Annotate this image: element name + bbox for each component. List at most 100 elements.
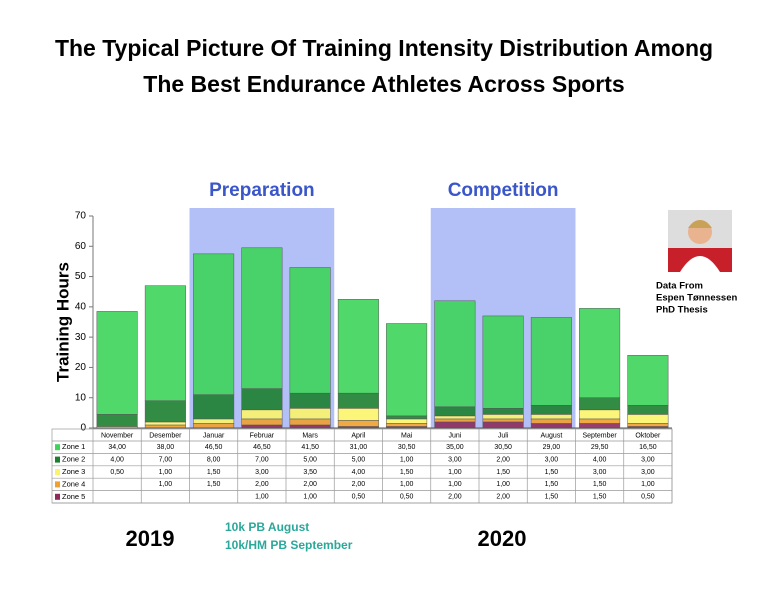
y-tick-label: 10 (75, 392, 87, 403)
bar-segment (337, 299, 379, 394)
table-value: 1,00 (496, 481, 510, 488)
table-value: 3,00 (255, 469, 269, 476)
source-note: Espen Tønnessen (656, 293, 737, 304)
legend-swatch (55, 456, 60, 463)
bar-segment (241, 409, 283, 420)
bar-segment (482, 414, 524, 420)
y-tick-label: 70 (75, 211, 87, 222)
legend-label: Zone 3 (62, 467, 85, 476)
table-value: 30,50 (494, 444, 512, 451)
bar-segment (530, 405, 572, 415)
y-tick-label: 0 (80, 423, 86, 434)
table-value: 1,50 (593, 494, 607, 501)
table-value: 1,50 (496, 469, 510, 476)
x-tick-label: August (540, 432, 562, 439)
period-label: Preparation (209, 180, 315, 201)
table-value: 8,00 (207, 456, 221, 463)
source-note: Data From (656, 281, 703, 292)
bar-segment (96, 311, 138, 415)
bar-segment (289, 392, 331, 409)
table-value: 1,00 (400, 456, 414, 463)
table-value: 29,50 (591, 444, 609, 451)
bar-segment (337, 420, 379, 427)
bar-segment (627, 423, 669, 427)
table-value: 1,00 (159, 469, 173, 476)
annotation: 10k PB August (225, 520, 309, 534)
table-value: 3,00 (545, 456, 559, 463)
table-value: 1,50 (545, 469, 559, 476)
table-value: 1,00 (448, 481, 462, 488)
table-value: 1,50 (400, 469, 414, 476)
y-tick-label: 20 (75, 362, 87, 373)
bar-segment (434, 418, 476, 423)
bar-segment (193, 423, 235, 429)
bar-segment (482, 418, 524, 423)
bar-segment (289, 408, 331, 420)
title: The Typical Picture Of Training Intensit… (54, 35, 714, 97)
x-tick-label: Desember (149, 432, 182, 439)
table-value: 1,50 (207, 481, 221, 488)
table-value: 3,00 (641, 456, 655, 463)
x-tick-label: November (101, 432, 134, 439)
legend-swatch (55, 493, 60, 500)
table-value: 5,00 (352, 456, 366, 463)
table-value: 7,00 (255, 456, 269, 463)
legend-swatch (55, 481, 60, 488)
table-value: 1,00 (303, 494, 317, 501)
bar-segment (579, 423, 621, 429)
bar-segment (482, 421, 524, 429)
x-tick-label: Oktober (635, 432, 661, 439)
bar-segment (434, 406, 476, 417)
bar-segment (579, 418, 621, 424)
bar-segment (482, 315, 524, 409)
bar-segment (627, 355, 669, 406)
legend-label: Zone 5 (62, 492, 85, 501)
table-value: 2,00 (352, 481, 366, 488)
bar-segment (530, 418, 572, 424)
bar-segment (241, 388, 283, 411)
table-value: 1,50 (593, 481, 607, 488)
table-value: 34,00 (108, 444, 126, 451)
bar-segment (337, 408, 379, 421)
bar-segment (144, 285, 186, 401)
legend-swatch (55, 469, 60, 475)
table-value: 1,00 (255, 494, 269, 501)
y-tick-label: 50 (75, 271, 87, 282)
table-value: 1,50 (545, 494, 559, 501)
bar-segment (144, 421, 186, 426)
table-value: 41,50 (301, 444, 319, 451)
table-value: 31,00 (350, 444, 368, 451)
x-tick-label: Juni (448, 432, 461, 439)
table-value: 2,00 (496, 456, 510, 463)
table-value: 16,50 (639, 444, 657, 451)
x-tick-label: September (583, 432, 618, 439)
table-value: 1,00 (159, 481, 173, 488)
bar-segment (627, 405, 669, 415)
bar-segment (579, 397, 621, 411)
bar-segment (530, 317, 572, 406)
bar-segment (193, 418, 235, 424)
table-value: 1,00 (641, 481, 655, 488)
bar-segment (386, 415, 428, 420)
y-tick-label: 60 (75, 241, 87, 252)
legend-label: Zone 4 (62, 479, 85, 488)
x-tick-label: Mai (401, 432, 413, 439)
bar-segment (530, 414, 572, 420)
bar-segment (193, 253, 235, 395)
table-value: 4,00 (593, 456, 607, 463)
table-value: 4,00 (352, 469, 366, 476)
x-tick-label: Januar (203, 432, 225, 439)
table-value: 0,50 (110, 469, 124, 476)
table-value: 2,00 (448, 494, 462, 501)
table-value: 0,50 (641, 494, 655, 501)
source-note: PhD Thesis (656, 305, 708, 316)
table-value: 0,50 (400, 494, 414, 501)
table-value: 2,00 (303, 481, 317, 488)
legend-label: Zone 1 (62, 442, 85, 451)
table-value: 38,00 (157, 444, 175, 451)
table-value: 3,00 (448, 456, 462, 463)
bar-segment (241, 247, 283, 389)
x-tick-label: Mars (302, 432, 318, 439)
table-value: 2,00 (496, 494, 510, 501)
